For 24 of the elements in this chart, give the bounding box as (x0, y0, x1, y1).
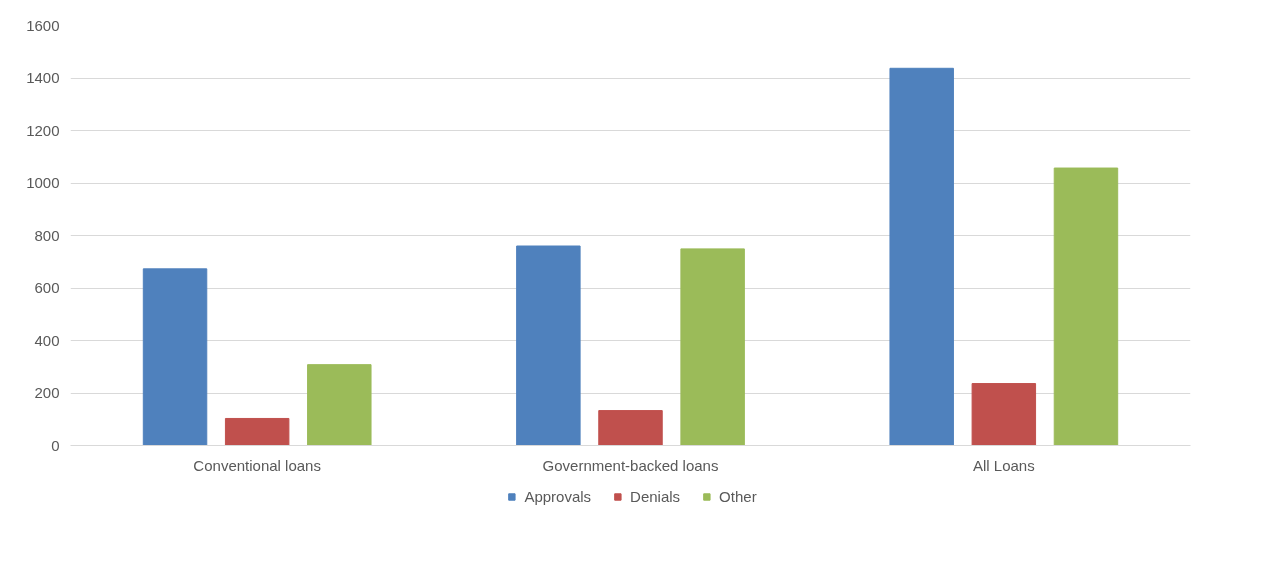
y-tick-label: 600 (34, 279, 60, 296)
x-tick-label: All Loans (972, 456, 1035, 474)
y-tick-label: 1200 (26, 121, 60, 139)
y-tick-label: 200 (34, 384, 60, 401)
legend-label: Denials (630, 487, 681, 505)
bar (224, 417, 290, 446)
y-tick-label: 1400 (26, 69, 60, 86)
bar (971, 383, 1037, 446)
bar (680, 248, 745, 446)
x-tick-label: Conventional loans (193, 456, 321, 474)
x-tick-label: Government-backed loans (542, 456, 719, 474)
y-tick-label: 0 (51, 436, 60, 454)
bar (307, 364, 372, 446)
bar (516, 245, 581, 446)
bar (598, 410, 663, 446)
bar (889, 67, 954, 446)
y-tick-label: 800 (34, 226, 60, 244)
y-tick-label: 400 (34, 331, 60, 349)
y-tick-label: 1000 (26, 174, 60, 191)
bar (1053, 167, 1119, 446)
y-tick-label: 1600 (26, 16, 60, 34)
legend-label: Other (719, 487, 757, 505)
legend-label: Approvals (524, 487, 592, 505)
bar (142, 268, 208, 446)
